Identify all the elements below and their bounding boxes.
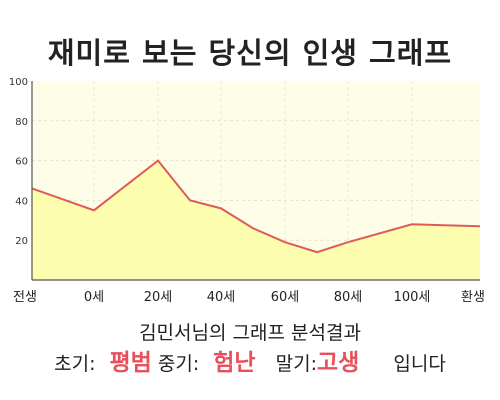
analysis-subtitle: 김민서님의 그래프 분석결과 [139,322,361,344]
x-tick-label: 80세 [334,290,363,305]
x-tick-label: 0세 [84,290,104,305]
x-tick-label: 100세 [394,290,431,305]
middle-label: 중기: [157,353,200,375]
early-value: 평범 [109,350,152,376]
series-line [31,159,481,254]
result-suffix: 입니다 [393,353,446,375]
early-label: 초기: [54,353,96,375]
y-tick-label: 40 [15,196,28,207]
analysis-result: 초기: 평범 중기: 험난 말기:고생 입니다 [0,343,500,377]
y-tick-label: 80 [15,117,28,128]
x-tick-label: 40세 [207,290,236,305]
x-tick-label: 전생 [13,290,37,305]
late-value: 고생 [317,350,360,376]
y-tick-label: 20 [15,236,28,247]
x-tick-label: 환생 [461,290,485,305]
chart-title: 재미로 보는 당신의 인생 그래프 [47,36,453,70]
x-tick-label: 20세 [144,290,173,305]
x-tick-label: 60세 [271,290,300,305]
y-tick-label: 100 [9,77,28,88]
x-tick-labels: 전생 0세 20세 40세 60세 80세 100세 환생 [13,290,485,305]
y-tick-label: 60 [15,157,28,168]
late-label: 말기: [275,353,318,375]
middle-value: 험난 [213,350,256,376]
y-tick-labels: 100 80 60 40 20 [9,77,28,247]
area-fill [32,160,480,280]
